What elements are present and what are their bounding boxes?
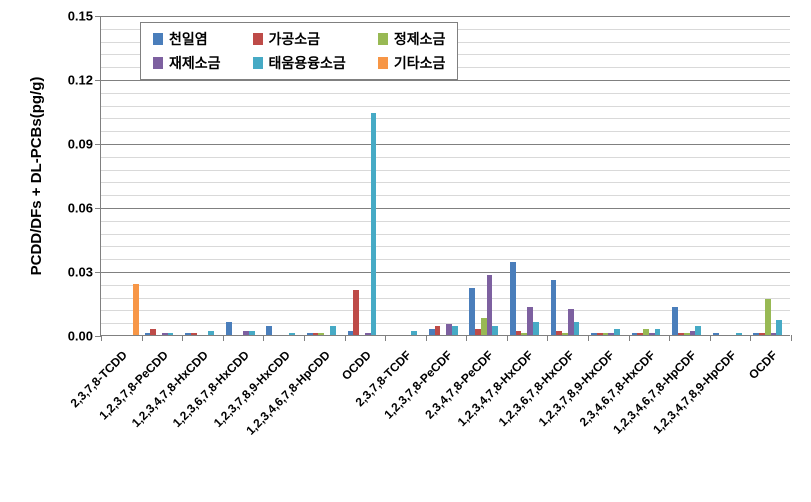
x-tick-mark <box>791 335 792 341</box>
y-tick-label: 0.15 <box>68 9 101 24</box>
legend-swatch <box>253 57 263 69</box>
bar <box>655 329 661 335</box>
bar <box>574 322 580 335</box>
legend-swatch <box>153 33 163 45</box>
bar <box>551 280 557 335</box>
gridline-minor <box>101 310 790 311</box>
gridline-major <box>101 208 790 209</box>
x-tick-mark <box>182 335 183 341</box>
gridline-major <box>101 16 790 17</box>
legend: 천일염 가공소금 정제소금재제소금 태움용융소금 기타소금 <box>140 22 458 80</box>
gridline-minor <box>101 259 790 260</box>
bar <box>353 290 359 335</box>
legend-item: 가공소금 <box>253 29 346 49</box>
bar <box>533 322 539 335</box>
legend-label: 태움용융소금 <box>269 53 346 73</box>
gridline-minor <box>101 195 790 196</box>
legend-swatch <box>378 57 388 69</box>
x-tick-mark <box>101 335 102 341</box>
y-tick-label: 0.09 <box>68 137 101 152</box>
legend-label: 재제소금 <box>169 53 221 73</box>
bar <box>492 326 498 335</box>
y-axis-title: PCDD/DFs + DL-PCBs(pg/g) <box>28 77 45 276</box>
bar <box>765 299 771 335</box>
gridline-minor <box>101 170 790 171</box>
bar <box>191 333 197 335</box>
gridline-major <box>101 272 790 273</box>
gridline-major <box>101 80 790 81</box>
gridline-minor <box>101 285 790 286</box>
x-tick-mark <box>588 335 589 341</box>
bar <box>208 331 214 335</box>
x-tick-mark <box>750 335 751 341</box>
bar <box>510 262 516 335</box>
legend-label: 천일염 <box>169 29 208 49</box>
x-tick-mark <box>263 335 264 341</box>
x-tick-mark <box>507 335 508 341</box>
legend-label: 기타소금 <box>394 53 446 73</box>
bar <box>672 307 678 335</box>
x-tick-mark <box>142 335 143 341</box>
legend-label: 가공소금 <box>269 29 321 49</box>
bar <box>133 284 139 335</box>
y-tick-label: 0.12 <box>68 73 101 88</box>
x-tick-mark <box>466 335 467 341</box>
x-tick-mark <box>669 335 670 341</box>
bar <box>614 329 620 335</box>
bar <box>776 320 782 335</box>
bar <box>371 113 377 335</box>
x-tick-mark <box>304 335 305 341</box>
gridline-minor <box>101 93 790 94</box>
bar <box>266 326 272 335</box>
y-tick-label: 0.06 <box>68 201 101 216</box>
bar <box>289 333 295 335</box>
x-tick-mark <box>710 335 711 341</box>
gridline-minor <box>101 182 790 183</box>
gridline-minor <box>101 221 790 222</box>
legend-item: 태움용융소금 <box>253 53 346 73</box>
y-tick-label: 0.03 <box>68 265 101 280</box>
y-tick-label: 0.00 <box>68 329 101 344</box>
bar <box>249 331 255 335</box>
legend-swatch <box>378 33 388 45</box>
bar <box>452 326 458 335</box>
x-tick-mark <box>629 335 630 341</box>
x-tick-mark <box>345 335 346 341</box>
legend-item: 정제소금 <box>378 29 446 49</box>
gridline-minor <box>101 131 790 132</box>
gridline-minor <box>101 106 790 107</box>
x-tick-mark <box>385 335 386 341</box>
gridline-minor <box>101 157 790 158</box>
bar <box>411 331 417 335</box>
legend-swatch <box>153 57 163 69</box>
bar <box>318 333 324 335</box>
gridline-minor <box>101 246 790 247</box>
bar-chart: PCDD/DFs + DL-PCBs(pg/g) 0.00 0.03 0.06 0.0… <box>0 0 811 502</box>
x-tick-mark <box>223 335 224 341</box>
gridline-minor <box>101 298 790 299</box>
bar <box>168 333 174 335</box>
legend-label: 정제소금 <box>394 29 446 49</box>
bar <box>330 326 336 335</box>
bar <box>713 333 719 335</box>
legend-item: 재제소금 <box>153 53 221 73</box>
bar <box>695 326 701 335</box>
x-tick-mark <box>426 335 427 341</box>
legend-swatch <box>253 33 263 45</box>
bar <box>736 333 742 335</box>
gridline-minor <box>101 118 790 119</box>
bar <box>150 329 156 335</box>
bar <box>435 326 441 335</box>
legend-item: 기타소금 <box>378 53 446 73</box>
x-tick-mark <box>547 335 548 341</box>
legend-item: 천일염 <box>153 29 221 49</box>
gridline-major <box>101 144 790 145</box>
bar <box>226 322 232 335</box>
gridline-minor <box>101 234 790 235</box>
